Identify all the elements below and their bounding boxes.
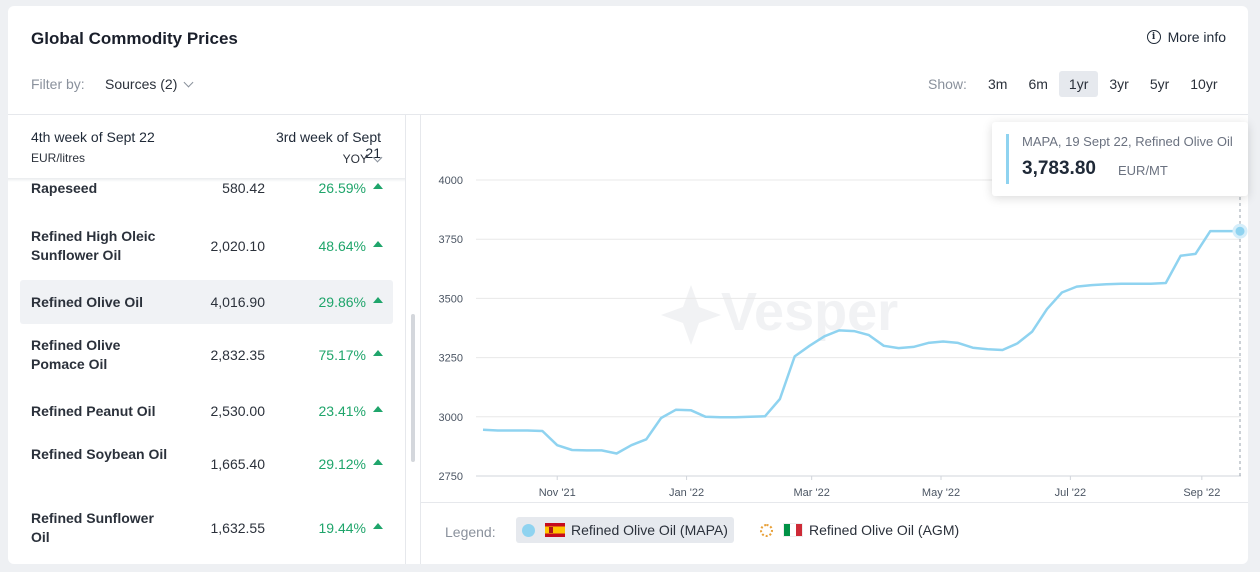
trend-up-icon <box>373 523 383 529</box>
unit-label: EUR/litres <box>31 151 86 165</box>
filter-label: Filter by: <box>31 76 85 92</box>
commodity-row[interactable]: Refined Sunflower Oil 1,632.55 19.44% <box>20 498 393 558</box>
y-tick-label: 4000 <box>439 175 463 187</box>
commodity-price: 580.42 <box>222 182 265 196</box>
legend-item-agm[interactable]: Refined Olive Oil (AGM) <box>754 517 965 543</box>
commodity-row[interactable]: Refined High Oleic Sunflower Oil 2,020.10… <box>20 216 393 276</box>
trend-up-icon <box>373 183 383 189</box>
commodity-name: Refined Olive Oil <box>31 293 144 310</box>
divider <box>8 114 1248 115</box>
commodity-price: 4,016.90 <box>210 294 266 310</box>
commodity-price: 1,632.55 <box>210 520 266 536</box>
commodity-row[interactable]: Refined Peanut Oil 2,530.00 23.41% <box>20 389 393 433</box>
series-dot-icon <box>760 523 773 537</box>
commodity-change: 75.17% <box>318 347 366 363</box>
commodity-row[interactable]: Rapeseed 580.42 26.59% <box>20 182 393 202</box>
yoy-dropdown[interactable]: YOY <box>328 152 383 166</box>
trend-up-icon <box>373 459 383 465</box>
header-shadow <box>8 178 405 182</box>
chevron-down-icon <box>372 152 383 162</box>
commodity-change: 48.64% <box>318 238 366 254</box>
watermark-logo-icon <box>661 285 721 345</box>
list-scrollbar[interactable] <box>411 314 415 462</box>
range-button-6m[interactable]: 6m <box>1028 76 1048 92</box>
x-tick-label: Mar '22 <box>793 487 829 499</box>
y-tick-label: 3250 <box>439 353 463 365</box>
comparison-week-header: 3rd week of Sept 21 <box>275 129 381 161</box>
x-tick-label: Jan '22 <box>669 487 704 499</box>
range-button-3yr[interactable]: 3yr <box>1109 76 1129 92</box>
trend-up-icon <box>373 241 383 247</box>
page-title: Global Commodity Prices <box>31 29 238 48</box>
y-tick-label: 3500 <box>439 293 463 305</box>
x-tick-label: Jul '22 <box>1055 487 1086 499</box>
trend-up-icon <box>373 406 383 412</box>
chart-tooltip: MAPA, 19 Sept 22, Refined Olive Oil 3,78… <box>992 122 1248 196</box>
commodity-name: Refined Sunflower Oil <box>31 510 154 545</box>
yoy-label: YOY <box>342 152 368 166</box>
commodity-name: Refined Soybean Oil <box>31 446 168 462</box>
commodity-price: 2,832.35 <box>210 347 266 363</box>
legend-item-label: Refined Olive Oil (MAPA) <box>571 522 728 538</box>
divider <box>421 502 1248 503</box>
commodity-name: Refined High Oleic Sunflower Oil <box>31 228 156 263</box>
highlight-point <box>1232 223 1248 239</box>
range-button-1yr[interactable]: 1yr <box>1058 71 1099 97</box>
commodity-price: 2,530.00 <box>210 403 266 419</box>
commodity-name: Refined Peanut Oil <box>31 402 156 419</box>
x-tick-label: Sep '22 <box>1183 487 1220 499</box>
commodity-change: 29.86% <box>318 294 366 310</box>
commodity-row[interactable]: Refined Olive Oil 4,016.90 29.86% <box>20 280 393 324</box>
range-button-5yr[interactable]: 5yr <box>1149 76 1170 92</box>
spain-flag-icon <box>545 523 565 537</box>
commodity-change: 26.59% <box>318 182 366 196</box>
commodity-name: Rapeseed <box>31 182 98 196</box>
range-button-3m[interactable]: 3m <box>988 76 1008 92</box>
more-info-label: More info <box>1167 29 1226 45</box>
time-range-selector: 3m 6m 1yr 3yr 5yr 10yr <box>978 71 1229 97</box>
commodity-row[interactable]: Refined Olive Pomace Oil 2,832.35 75.17% <box>20 325 393 385</box>
info-icon: i <box>1146 30 1161 44</box>
commodity-price: 1,665.40 <box>210 456 266 472</box>
commodity-row[interactable]: Refined Soybean Oil 1,665.40 29.12% <box>20 434 393 494</box>
legend-item-label: Refined Olive Oil (AGM) <box>809 522 960 538</box>
commodity-name: Refined Olive Pomace Oil <box>31 337 121 372</box>
sources-label: Sources (2) <box>105 76 178 92</box>
x-tick-label: May '22 <box>922 487 960 499</box>
commodity-price: 2,020.10 <box>210 238 266 254</box>
commodity-list: Rapeseed 580.42 26.59% Refined High Oleic S… <box>8 182 405 564</box>
range-button-10yr[interactable]: 10yr <box>1190 76 1218 92</box>
commodity-change: 29.12% <box>318 456 366 472</box>
tooltip-color-bar <box>1006 134 1009 184</box>
current-week-header: 4th week of Sept 22 <box>31 129 155 145</box>
x-tick-label: Nov '21 <box>539 487 576 499</box>
y-tick-label: 3750 <box>439 234 463 246</box>
watermark-text: Vesper <box>721 282 898 342</box>
series-dot-icon <box>522 523 535 537</box>
price-chart: Vesper 2750 3000 3250 3500 3750 4000 Nov '21 Jan… <box>439 125 1248 499</box>
legend-item-mapa[interactable]: Refined Olive Oil (MAPA) <box>516 517 734 543</box>
show-label: Show: <box>928 76 967 92</box>
y-tick-label: 3000 <box>439 412 463 424</box>
trend-up-icon <box>373 297 383 303</box>
italy-flag-icon <box>783 523 803 537</box>
trend-up-icon <box>373 350 383 356</box>
tooltip-value: 3,783.80 <box>1022 158 1096 179</box>
divider <box>405 115 406 564</box>
commodity-change: 19.44% <box>318 520 366 536</box>
legend-label: Legend: <box>445 524 496 540</box>
tooltip-label: MAPA, 19 Sept 22, Refined Olive Oil <box>1022 134 1233 149</box>
series-line-mapa <box>482 229 1240 455</box>
commodity-prices-card: Global Commodity Prices i More info Filt… <box>8 6 1248 564</box>
tooltip-unit: EUR/MT <box>1118 163 1168 178</box>
commodity-change: 23.41% <box>318 403 366 419</box>
more-info-button[interactable]: i More info <box>1146 29 1226 45</box>
chevron-down-icon <box>183 77 194 87</box>
divider <box>420 115 421 564</box>
sources-dropdown[interactable]: Sources (2) <box>105 76 194 92</box>
chart-legend: Legend: Refined Olive Oil (MAPA) Refined… <box>421 503 1248 564</box>
y-tick-label: 2750 <box>439 471 463 483</box>
